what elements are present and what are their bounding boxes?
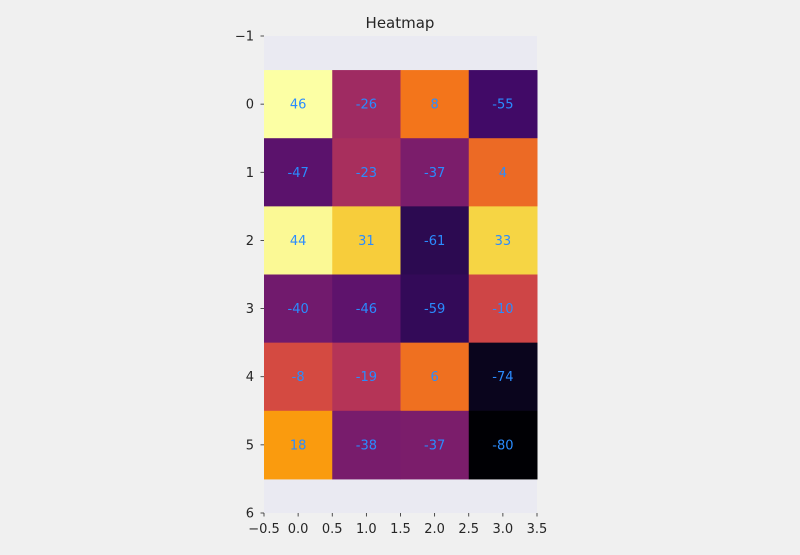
y-tick-label: 3 — [246, 302, 254, 317]
heatmap-cell-r0-c2 — [400, 70, 470, 139]
cell-label-r5-c1: -38 — [356, 438, 377, 453]
heatmap-cell-r5-c1 — [332, 410, 401, 480]
heatmap-cell-r0-c3 — [468, 70, 538, 139]
cell-label-r2-c3: 33 — [495, 234, 512, 249]
cell-label-r0-c2: 8 — [430, 98, 438, 113]
heatmap-cell-r4-c1 — [332, 342, 401, 412]
x-tick-label: 1.5 — [390, 522, 411, 537]
y-tick-label: 0 — [246, 98, 254, 113]
cell-label-r2-c0: 44 — [290, 234, 307, 249]
heatmap-cell-r1-c0 — [264, 138, 333, 207]
heatmap-cell-r2-c1 — [332, 206, 401, 275]
x-tick-label: 0.0 — [288, 522, 309, 537]
heatmap-cell-r0-c1 — [332, 70, 401, 139]
cell-label-r4-c3: -74 — [492, 370, 513, 385]
x-tick-label: 3.5 — [527, 522, 548, 537]
cell-label-r4-c0: -8 — [292, 370, 305, 385]
heatmap-cell-r4-c3 — [468, 342, 538, 412]
cell-label-r1-c2: -37 — [424, 166, 445, 181]
cell-label-r0-c0: 46 — [290, 98, 307, 113]
x-axis-ticks: −0.5 0.0 0.5 1.0 1.5 2.0 2.5 3.0 3.5 — [248, 513, 547, 537]
heatmap-cell-r4-c2 — [400, 342, 470, 412]
heatmap-cell-r2-c0 — [264, 206, 333, 275]
x-tick-label: 2.0 — [424, 522, 445, 537]
heatmap-cell-labels: 46 -26 8 -55-47 -23 -37 444 31 -61 33-40 -46 -59 -10… — [288, 98, 514, 454]
heatmap-cell-r3-c2 — [400, 274, 470, 344]
y-tick-label: 5 — [246, 438, 254, 453]
x-tick-label: 1.0 — [356, 522, 377, 537]
cell-label-r1-c0: -47 — [288, 166, 309, 181]
cell-label-r0-c3: -55 — [492, 98, 513, 113]
y-tick-label: 2 — [246, 234, 254, 249]
heatmap-cell-r1-c3 — [468, 138, 538, 207]
cell-label-r2-c1: 31 — [358, 234, 375, 249]
heatmap-cells — [264, 70, 538, 480]
cell-label-r3-c1: -46 — [356, 302, 377, 317]
heatmap-cell-r5-c3 — [468, 410, 538, 480]
cell-label-r5-c0: 18 — [290, 438, 307, 453]
heatmap-cell-r2-c3 — [468, 206, 538, 275]
x-tick-label: 2.5 — [458, 522, 479, 537]
y-tick-label: −1 — [235, 30, 254, 45]
heatmap-cell-r4-c0 — [264, 342, 333, 412]
y-axis-ticks: −1 0 1 2 3 4 5 6 — [235, 30, 264, 522]
heatmap-cell-r5-c2 — [400, 410, 470, 480]
heatmap-cell-r3-c3 — [468, 274, 538, 344]
cell-label-r2-c2: -61 — [424, 234, 445, 249]
heatmap-cell-r1-c2 — [400, 138, 470, 207]
y-tick-label: 1 — [246, 166, 254, 181]
cell-label-r3-c2: -59 — [424, 302, 445, 317]
cell-label-r5-c3: -80 — [492, 438, 513, 453]
cell-label-r3-c0: -40 — [288, 302, 309, 317]
heatmap-cell-r1-c1 — [332, 138, 401, 207]
y-tick-label: 6 — [246, 507, 254, 522]
cell-label-r0-c1: -26 — [356, 98, 377, 113]
y-tick-label: 4 — [246, 370, 254, 385]
x-tick-label: −0.5 — [248, 522, 280, 537]
heatmap-cell-r5-c0 — [264, 410, 333, 480]
cell-label-r4-c1: -19 — [356, 370, 377, 385]
cell-label-r1-c3: 4 — [499, 166, 507, 181]
heatmap-cell-r3-c0 — [264, 274, 333, 344]
cell-label-r5-c2: -37 — [424, 438, 445, 453]
chart-title: Heatmap — [366, 14, 435, 32]
cell-label-r3-c3: -10 — [492, 302, 513, 317]
cell-label-r4-c2: 6 — [430, 370, 438, 385]
x-tick-label: 0.5 — [322, 522, 343, 537]
heatmap-cell-r3-c1 — [332, 274, 401, 344]
x-tick-label: 3.0 — [493, 522, 514, 537]
heatmap-cell-r0-c0 — [264, 70, 333, 139]
heatmap-cell-r2-c2 — [400, 206, 470, 275]
cell-label-r1-c1: -23 — [356, 166, 377, 181]
